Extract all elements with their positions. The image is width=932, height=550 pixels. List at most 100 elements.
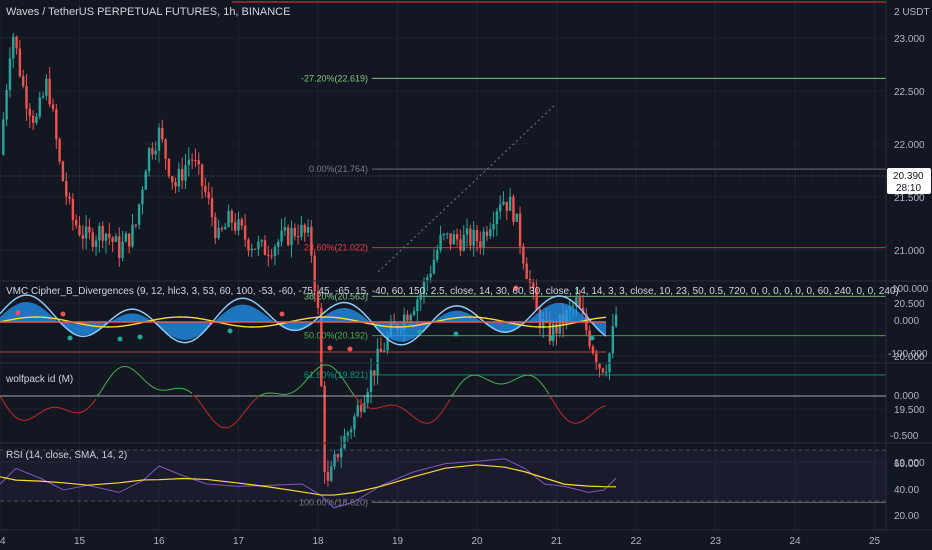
- candle-body: [482, 231, 485, 248]
- candle-body: [131, 224, 134, 247]
- candle-body: [194, 160, 197, 162]
- candle-body: [190, 159, 194, 161]
- candle-body: [2, 119, 5, 155]
- candle-body: [409, 314, 412, 321]
- candle-body: [243, 225, 247, 240]
- fib-level-label: 23.60%(21.022): [304, 243, 368, 253]
- candle-body: [157, 127, 161, 151]
- candle-body: [548, 320, 552, 342]
- candle-body: [174, 182, 177, 187]
- candle-body: [330, 466, 333, 481]
- candle-body: [406, 314, 409, 321]
- candle-body: [270, 255, 273, 257]
- candle-body: [5, 89, 8, 120]
- candle-body: [346, 432, 350, 436]
- price-tick: 19.500: [894, 405, 925, 416]
- candle-body: [313, 255, 316, 292]
- candle-body: [124, 233, 128, 242]
- candle-body: [293, 227, 297, 237]
- currency-label: 2 USDT: [894, 7, 930, 18]
- candle-body: [515, 213, 518, 222]
- candle-body: [495, 211, 499, 225]
- candle-body: [141, 189, 144, 205]
- vmc-signal-dot: [513, 285, 519, 291]
- candle-body: [296, 236, 300, 238]
- candle-body: [28, 108, 32, 116]
- candle-body: [283, 227, 287, 231]
- candle-body: [363, 402, 366, 412]
- fib-level-label: 50.00%(20.192): [304, 331, 368, 341]
- candle-body: [8, 58, 12, 90]
- candle-body: [479, 241, 482, 248]
- candle-body: [555, 323, 558, 334]
- candle-body: [505, 201, 509, 211]
- candle-body: [578, 297, 581, 308]
- vmc-signal-dot: [589, 335, 595, 341]
- candle-body: [595, 353, 598, 364]
- price-axis[interactable]: 2 USDT 23.000 22.500 22.000 21.500 21.000 20.…: [887, 7, 931, 522]
- candle-body: [436, 250, 439, 260]
- candle-body: [571, 305, 575, 308]
- wolfpack-pane[interactable]: wolfpack id (M): [0, 365, 886, 429]
- candle-body: [601, 368, 605, 373]
- vmc-cipher-pane[interactable]: VMC Cipher_B_Divergences (9, 12, hlc3, 3…: [0, 285, 899, 353]
- chart-title: Waves / TetherUS PERPETUAL FUTURES, 1h, …: [6, 6, 290, 18]
- candle-body: [240, 219, 244, 226]
- candle-body: [84, 226, 88, 239]
- candle-body: [68, 196, 71, 199]
- last-price-badge: [887, 168, 931, 194]
- candle-body: [197, 160, 200, 165]
- candle-body: [253, 248, 257, 250]
- candle-body: [376, 348, 379, 376]
- rsi-tick: 40.00: [894, 485, 919, 496]
- candle-body: [383, 350, 386, 352]
- candle-body: [290, 227, 293, 246]
- candle-body: [38, 97, 41, 117]
- candle-body: [121, 241, 124, 259]
- candle-body: [104, 233, 108, 241]
- candle-body: [452, 234, 456, 245]
- time-axis[interactable]: 14 15 16 17 18 19 20 21 22 23 24 25: [0, 536, 880, 547]
- vmc-tick: 0.000: [894, 316, 919, 327]
- candle-body: [349, 429, 353, 433]
- price-tick: 19.000: [894, 458, 925, 469]
- candle-body: [535, 288, 538, 310]
- vmc-tick: -100.000: [888, 349, 928, 360]
- wolfpack-tick: -0.500: [890, 431, 919, 442]
- price-tick: 21.000: [894, 246, 925, 257]
- candle-body: [144, 171, 147, 190]
- candle-body: [316, 291, 320, 308]
- rsi-line: [0, 458, 617, 509]
- candle-body: [94, 240, 98, 247]
- candle-body: [445, 233, 449, 235]
- candle-body: [227, 211, 230, 227]
- candle-body: [604, 372, 608, 374]
- candle-body: [379, 348, 383, 352]
- candle-body: [512, 196, 515, 222]
- trend-line[interactable]: [377, 103, 557, 273]
- time-tick: 19: [392, 536, 404, 547]
- candle-body: [12, 36, 15, 59]
- candle-body: [459, 239, 462, 251]
- candle-body: [260, 240, 263, 242]
- candle-body: [61, 161, 65, 182]
- candle-body: [134, 224, 138, 226]
- candle-body: [369, 370, 373, 393]
- candle-body: [581, 307, 585, 314]
- candle-body: [558, 314, 562, 334]
- candle-body: [306, 226, 310, 233]
- candle-body: [237, 219, 240, 231]
- candle-body: [114, 236, 118, 242]
- candle-body: [522, 246, 525, 264]
- rsi-pane[interactable]: RSI (14, close, SMA, 14, 2): [0, 449, 886, 509]
- vmc-wave-area: [0, 302, 606, 342]
- candle-body: [614, 314, 618, 327]
- candle-body: [286, 227, 290, 246]
- candle-body: [502, 201, 505, 205]
- candle-body: [41, 95, 45, 98]
- fibonacci-retracement[interactable]: -27.20%(22.619) 0.00%(21.764) 23.60%(21.02…: [299, 73, 886, 507]
- candle-body: [336, 454, 340, 458]
- candle-body: [485, 231, 489, 237]
- candle-body: [151, 148, 154, 155]
